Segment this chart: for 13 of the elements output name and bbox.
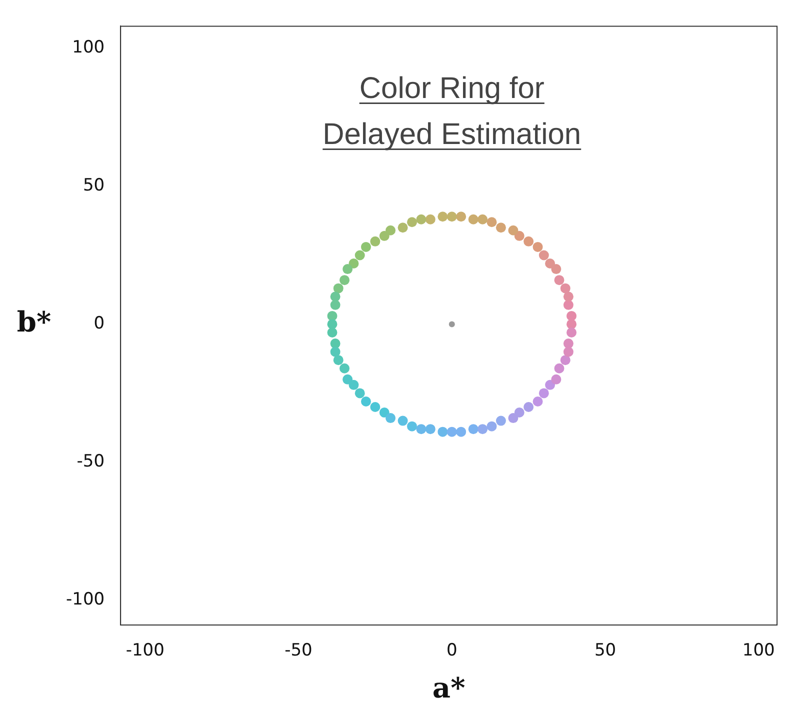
y-tick-label: 50 (82, 176, 105, 196)
x-tick-label: -50 (284, 640, 312, 661)
x-tick-label: 50 (594, 640, 616, 661)
y-tick-label: -50 (76, 452, 105, 472)
y-axis-title: b* (16, 306, 52, 338)
y-tick-label: -100 (66, 590, 105, 610)
x-axis-title: a* (432, 671, 466, 704)
x-tick-label: 100 (742, 640, 775, 661)
y-tick-label: 100 (72, 38, 105, 58)
y-tick-label: 0 (94, 314, 105, 334)
text: Color Ring for Delayed Estimation (322, 72, 582, 152)
x-tick-label: -100 (126, 640, 164, 661)
x-tick-label: 0 (446, 640, 458, 661)
